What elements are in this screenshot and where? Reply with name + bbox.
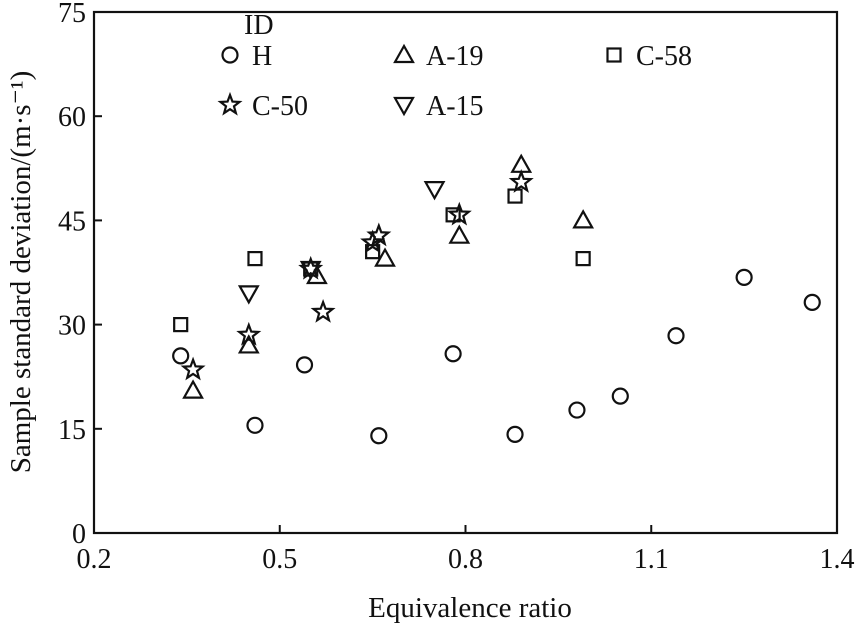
data-point xyxy=(237,334,260,354)
y-tick-label: 15 xyxy=(58,415,86,446)
data-point xyxy=(236,321,262,346)
legend-marker xyxy=(217,91,243,116)
data-point xyxy=(506,425,524,443)
legend-marker xyxy=(606,47,622,63)
x-tick-label: 0.8 xyxy=(448,544,483,575)
data-point xyxy=(182,379,204,399)
y-tick-label: 75 xyxy=(58,0,86,29)
data-point xyxy=(423,181,446,201)
x-tick-label: 1.1 xyxy=(634,544,669,575)
y-tick-labels: 0 15 30 45 60 75 xyxy=(58,0,86,550)
series-h xyxy=(172,268,821,445)
data-point xyxy=(173,317,189,333)
x-tick-label: 1.4 xyxy=(820,544,855,575)
data-point xyxy=(611,387,629,405)
legend-marker xyxy=(393,96,415,117)
y-tick-label: 0 xyxy=(72,519,86,550)
x-tick-label: 0.5 xyxy=(262,544,297,575)
y-tick-label: 30 xyxy=(58,311,86,342)
series-a-15 xyxy=(237,181,446,305)
series-a-19 xyxy=(182,153,595,399)
data-point xyxy=(180,356,206,381)
legend-label: C-58 xyxy=(636,41,692,72)
data-point xyxy=(572,209,595,229)
data-point xyxy=(172,347,190,365)
data-point xyxy=(246,416,264,434)
data-point xyxy=(448,224,471,244)
legend-marker xyxy=(221,46,239,64)
legend: ID H A-19 C-58 C-50 A-15 xyxy=(217,10,692,122)
data-point xyxy=(310,298,336,323)
data-point xyxy=(374,247,396,267)
data-point xyxy=(568,401,586,419)
legend-label: A-15 xyxy=(426,91,484,122)
data-point xyxy=(667,327,685,345)
x-tick-labels: 0.2 0.5 0.8 1.1 1.4 xyxy=(77,544,855,575)
data-point xyxy=(803,293,821,311)
plot-frame xyxy=(92,10,839,535)
y-tick-label: 60 xyxy=(58,102,86,133)
series-c-50 xyxy=(180,169,534,381)
data-point xyxy=(299,260,322,281)
data-point xyxy=(735,268,753,286)
legend-label: H xyxy=(252,41,272,72)
data-point xyxy=(366,222,392,247)
y-axis-title: Sample standard deviation/(m·s⁻¹) xyxy=(5,71,37,474)
legend-label: C-50 xyxy=(252,91,308,122)
data-point xyxy=(370,427,388,445)
data-point xyxy=(237,285,260,305)
data-point xyxy=(247,251,263,267)
data-points xyxy=(172,153,821,445)
series-c-58 xyxy=(173,188,591,333)
legend-label: A-19 xyxy=(426,41,484,72)
data-point xyxy=(446,201,472,226)
data-point xyxy=(508,169,534,193)
legend-title: ID xyxy=(244,10,274,41)
x-tick-label: 0.2 xyxy=(77,544,112,575)
data-point xyxy=(295,356,314,374)
legend-marker xyxy=(393,43,415,64)
y-tick-label: 45 xyxy=(58,206,86,237)
x-axis-title: Equivalence ratio xyxy=(368,592,572,624)
data-point xyxy=(575,251,591,267)
data-point xyxy=(444,345,462,363)
